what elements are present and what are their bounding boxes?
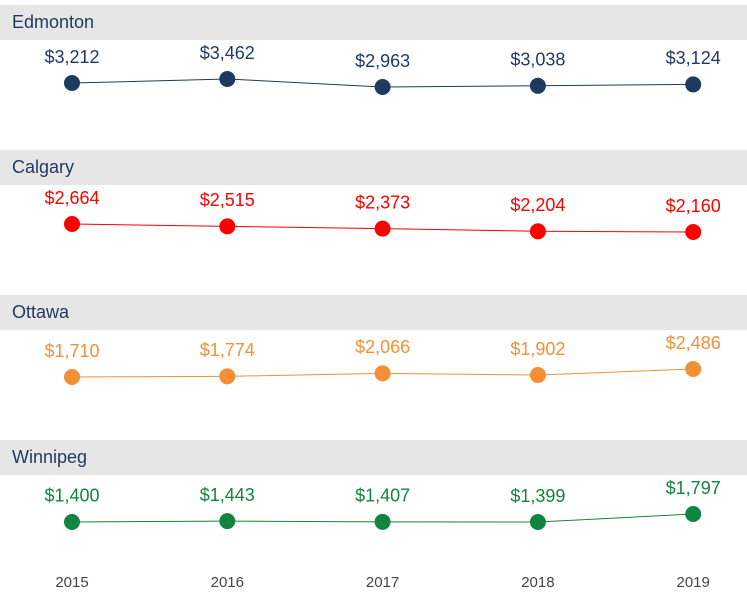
value-label: $1,399: [510, 486, 565, 506]
point: [64, 369, 80, 385]
panel-header: [0, 150, 747, 185]
point: [685, 361, 702, 377]
panel-title: Edmonton: [12, 12, 94, 32]
point: [529, 223, 546, 240]
x-tick-label: 2019: [677, 574, 710, 591]
panel-title: Calgary: [12, 157, 74, 177]
value-label: $1,797: [666, 478, 721, 498]
point: [64, 75, 80, 92]
point: [374, 513, 391, 530]
value-label: $3,038: [510, 50, 565, 70]
point: [374, 220, 391, 237]
point: [64, 513, 80, 530]
point: [374, 79, 391, 95]
x-tick-label: 2017: [366, 574, 399, 591]
panel-header: [0, 440, 747, 475]
value-label: $3,462: [200, 43, 255, 63]
value-label: $2,486: [666, 333, 721, 353]
value-label: $2,066: [355, 337, 410, 357]
value-label: $3,124: [666, 48, 721, 68]
value-label: $2,664: [44, 188, 99, 208]
value-label: $2,204: [510, 195, 565, 215]
x-tick-label: 2016: [211, 574, 244, 591]
value-label: $1,407: [355, 486, 410, 506]
point: [685, 76, 702, 93]
value-label: $2,963: [355, 51, 410, 71]
panel-title: Ottawa: [12, 302, 70, 322]
panel-header: [0, 5, 747, 40]
value-label: $1,400: [44, 486, 99, 506]
value-label: $2,515: [200, 190, 255, 210]
value-label: $1,774: [200, 340, 255, 360]
point: [374, 365, 391, 382]
panel-header: [0, 295, 747, 330]
point: [64, 216, 80, 232]
value-label: $1,902: [510, 339, 565, 359]
x-tick-label: 2018: [521, 574, 554, 591]
value-label: $2,160: [666, 196, 721, 216]
point: [529, 77, 546, 94]
point: [219, 513, 236, 530]
value-label: $1,443: [200, 485, 255, 505]
x-tick-label: 2015: [55, 574, 88, 591]
point: [685, 506, 702, 522]
point: [219, 71, 236, 87]
point: [529, 514, 546, 530]
point: [685, 224, 702, 240]
point: [529, 367, 546, 384]
point: [219, 368, 236, 385]
value-label: $3,212: [44, 47, 99, 67]
value-label: $1,710: [44, 341, 99, 361]
point: [219, 218, 236, 235]
value-label: $2,373: [355, 192, 410, 212]
panel-title: Winnipeg: [12, 447, 87, 467]
